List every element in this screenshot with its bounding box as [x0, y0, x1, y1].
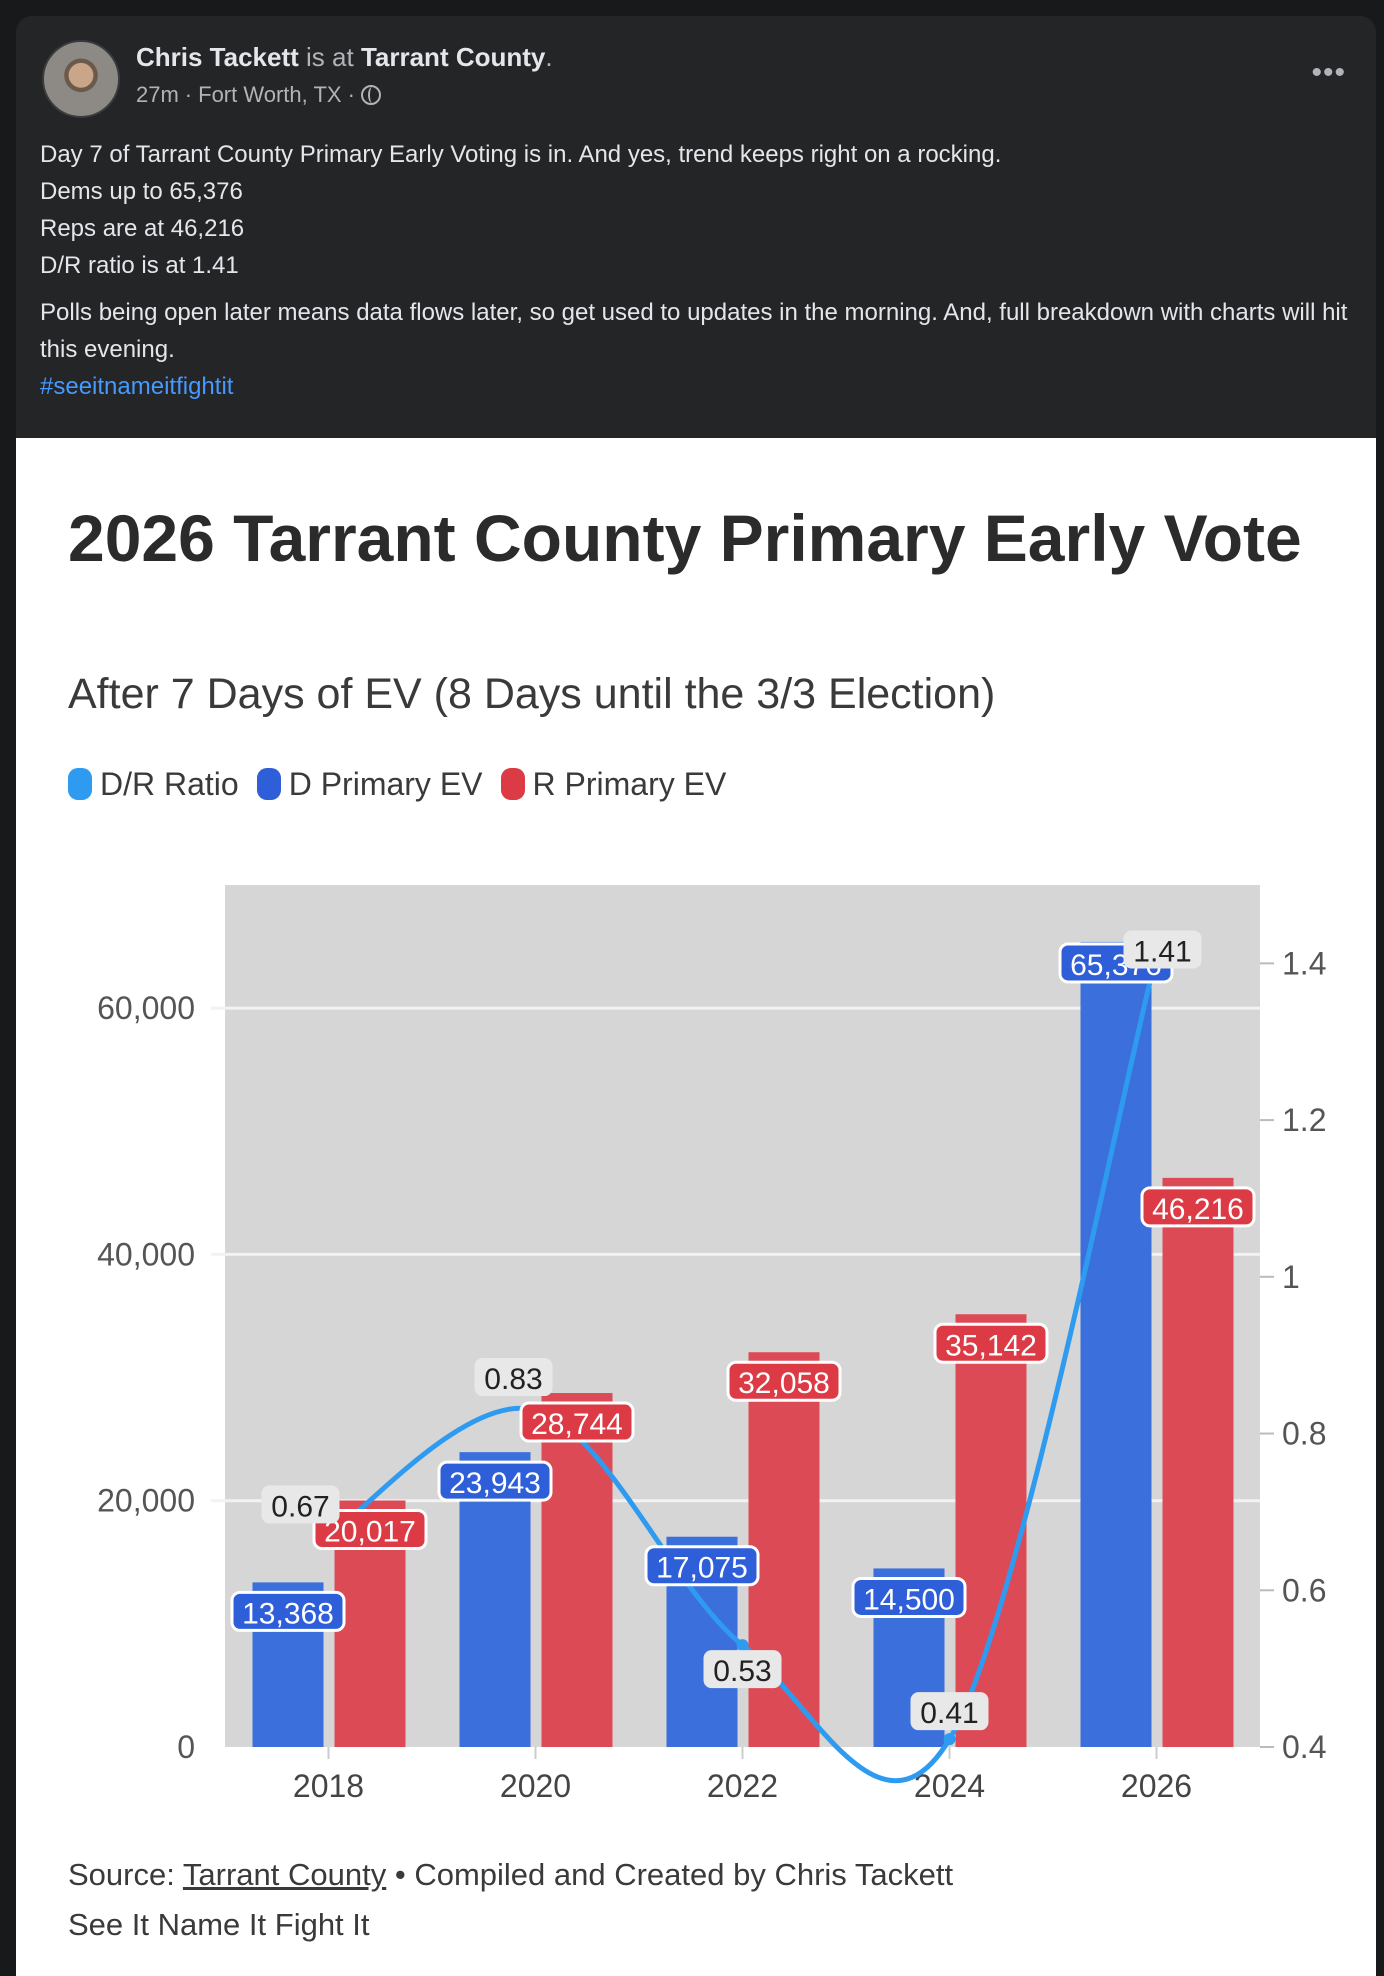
- label-d-2024: 14,500: [851, 1576, 967, 1618]
- author-avatar[interactable]: [42, 40, 120, 118]
- post-line: D/R ratio is at 1.41: [40, 252, 239, 279]
- y2-tick-label: 1.4: [1282, 945, 1326, 981]
- x-tick-label: 2024: [914, 1768, 985, 1804]
- post-line: Dems up to 65,376: [40, 178, 243, 205]
- ratio-point-2024: [943, 1733, 956, 1746]
- label-r-2020: 28,744: [519, 1401, 635, 1443]
- label-r-2026: 46,216: [1140, 1186, 1256, 1228]
- ratio-point-2022: [736, 1639, 749, 1652]
- post-time[interactable]: 27m: [136, 82, 179, 107]
- label-r-2026-text: 46,216: [1152, 1193, 1244, 1226]
- label-r-2022: 32,058: [726, 1360, 842, 1402]
- label-r-2020-bg: [519, 1401, 635, 1443]
- label-r-2018-bg: [312, 1509, 428, 1551]
- post-location[interactable]: Fort Worth, TX: [198, 82, 342, 107]
- more-options-button[interactable]: •••: [1311, 56, 1346, 89]
- y2-tick-label: 1: [1282, 1259, 1300, 1295]
- label-ratio-2026: 1.41: [1123, 930, 1202, 969]
- post-line: Day 7 of Tarrant County Primary Early Vo…: [40, 141, 1002, 168]
- post-paragraph: Polls being open later means data flows …: [40, 299, 1348, 363]
- label-r-2026-bg: [1140, 1186, 1256, 1228]
- label-r-2022-text: 32,058: [738, 1367, 830, 1400]
- x-tick-label: 2026: [1121, 1768, 1192, 1804]
- y-tick-label: 40,000: [97, 1236, 195, 1272]
- label-r-2024-text: 35,142: [945, 1329, 1037, 1362]
- label-ratio-2026-text: 1.41: [1133, 936, 1191, 969]
- y2-tick-label: 0.8: [1282, 1416, 1326, 1452]
- legend-item-r: R Primary EV: [500, 766, 726, 803]
- chart-legend: D/R Ratio D Primary EV R Primary EV: [68, 766, 726, 803]
- label-ratio-2018-text: 0.67: [271, 1490, 329, 1523]
- post-card: Chris Tackett is at Tarrant County. 27m ·…: [16, 16, 1376, 1976]
- label-d-2024-text: 14,500: [863, 1583, 955, 1616]
- label-ratio-2020-text: 0.83: [484, 1363, 542, 1396]
- legend-item-d: D Primary EV: [256, 766, 483, 803]
- legend-item-ratio: D/R Ratio: [68, 766, 239, 803]
- label-r-2022-bg: [726, 1360, 842, 1402]
- label-r-2020-text: 28,744: [531, 1408, 623, 1441]
- y-tick-label: 20,000: [97, 1483, 195, 1519]
- author-name[interactable]: Chris Tackett: [136, 42, 299, 72]
- ratio-line: [327, 954, 1159, 1784]
- label-d-2024-bg: [851, 1576, 967, 1618]
- post-text: Day 7 of Tarrant County Primary Early Vo…: [40, 136, 1360, 415]
- place-link[interactable]: Tarrant County: [360, 42, 546, 72]
- label-r-2024-bg: [933, 1322, 1049, 1364]
- label-ratio-2024-text: 0.41: [920, 1697, 978, 1730]
- label-r-2018-text: 20,017: [324, 1516, 416, 1549]
- y-tick-label: 60,000: [97, 990, 195, 1026]
- y-tick-label: 0: [177, 1729, 195, 1765]
- label-ratio-2020-bg: [474, 1358, 553, 1397]
- bar-r-2020: [541, 1393, 613, 1747]
- post-header: Chris Tackett is at Tarrant County.: [136, 42, 553, 72]
- chart-title: 2026 Tarrant County Primary Early Vote: [68, 501, 1302, 575]
- label-r-2018: 20,017: [312, 1509, 428, 1551]
- label-ratio-2024-bg: [910, 1692, 989, 1731]
- label-r-2024: 35,142: [933, 1322, 1049, 1364]
- label-d-2018: 13,368: [230, 1590, 346, 1632]
- post-line: Reps are at 46,216: [40, 215, 245, 242]
- bar-r-2024: [955, 1314, 1027, 1747]
- label-d-2022-bg: [644, 1545, 760, 1587]
- label-d-2020-text: 23,943: [449, 1467, 541, 1500]
- label-ratio-2022: 0.53: [703, 1650, 782, 1689]
- label-ratio-2026-bg: [1123, 930, 1202, 969]
- chart-plot: 0 20,000 40,000 60,000 0.4 0.6 0.8 1 1.2 1.4 2018 2…: [97, 885, 1326, 1804]
- source-link[interactable]: Tarrant County: [182, 1857, 387, 1892]
- x-tick-label: 2020: [500, 1768, 571, 1804]
- label-d-2018-text: 13,368: [242, 1597, 334, 1630]
- label-ratio-2020: 0.83: [474, 1358, 553, 1397]
- label-d-2020-bg: [437, 1460, 553, 1502]
- label-ratio-2022-text: 0.53: [713, 1655, 771, 1688]
- label-ratio-2022-bg: [703, 1650, 782, 1689]
- x-tick-label: 2022: [707, 1768, 778, 1804]
- y2-tick-label: 1.2: [1282, 1102, 1326, 1138]
- label-ratio-2018: 0.67: [261, 1485, 340, 1524]
- label-d-2018-bg: [230, 1590, 346, 1632]
- globe-icon: [360, 85, 381, 105]
- x-tick-label: 2018: [293, 1768, 364, 1804]
- is-at-text: is at: [306, 42, 354, 72]
- label-d-2022-text: 17,075: [656, 1552, 748, 1585]
- bar-r-2026: [1162, 1177, 1234, 1747]
- hashtag-link[interactable]: #seeitnameitfightit: [40, 373, 234, 400]
- bar-d-2026: [1080, 941, 1152, 1747]
- y2-tick-label: 0.6: [1282, 1572, 1326, 1608]
- label-d-2020: 23,943: [437, 1460, 553, 1502]
- chart-subtitle: After 7 Days of EV (8 Days until the 3/3…: [68, 670, 996, 718]
- post-meta: 27m · Fort Worth, TX ·: [136, 82, 381, 108]
- label-ratio-2024: 0.41: [910, 1692, 989, 1731]
- label-d-2022: 17,075: [644, 1545, 760, 1587]
- post-image-chart[interactable]: 2026 Tarrant County Primary Early Vote A…: [16, 438, 1376, 1976]
- label-ratio-2018-bg: [261, 1485, 340, 1524]
- chart-source: Source: Tarrant County • Compiled and Cr…: [68, 1857, 954, 1942]
- y2-tick-label: 0.4: [1282, 1729, 1326, 1765]
- chart-footer: See It Name It Fight It: [68, 1907, 370, 1942]
